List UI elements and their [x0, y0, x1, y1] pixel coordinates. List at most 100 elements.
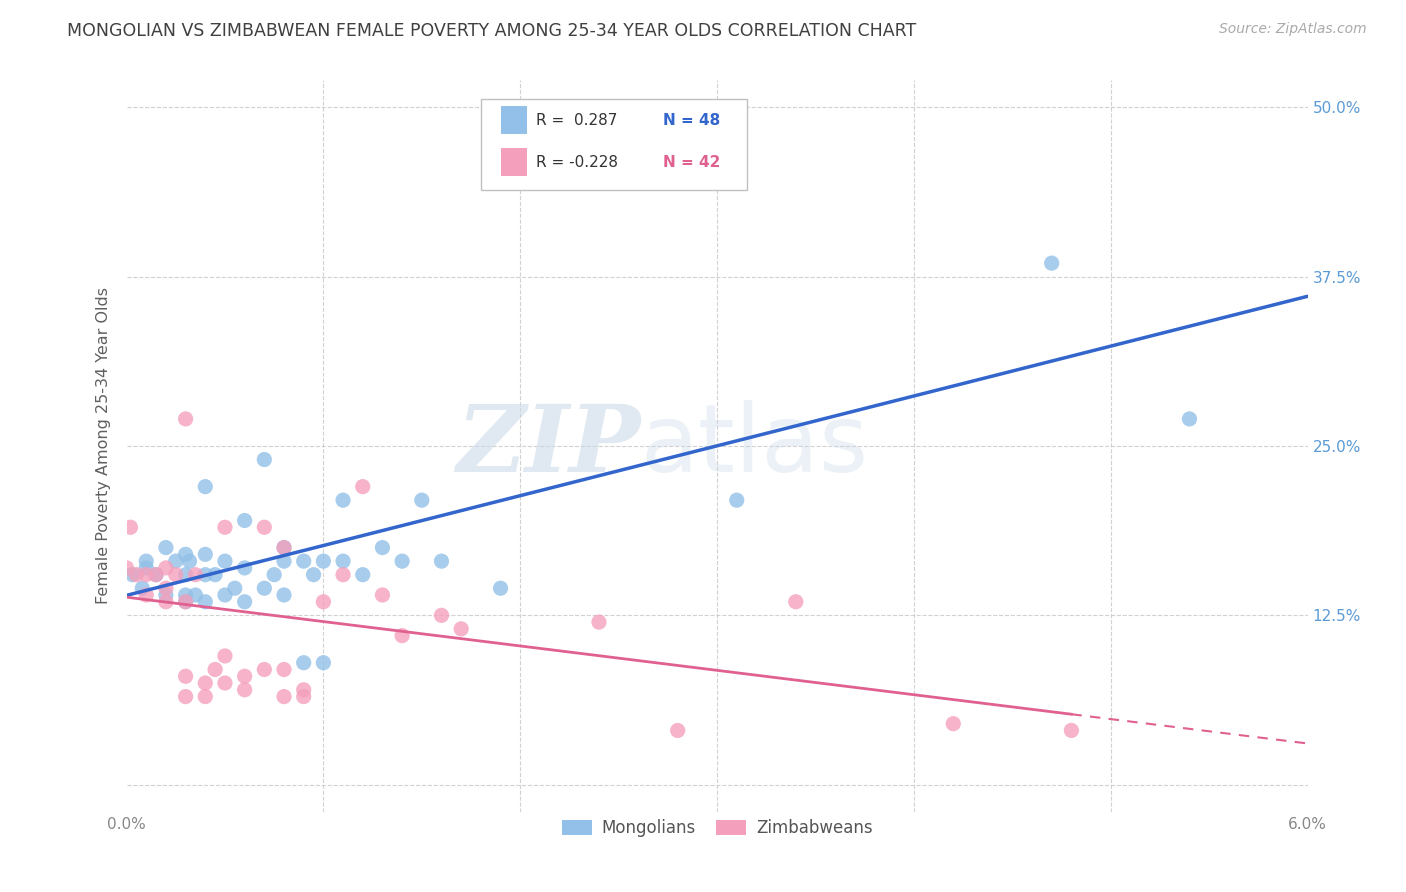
- Point: [430, 554, 453, 568]
- Point: [233, 561, 256, 575]
- Point: [233, 514, 256, 528]
- Point: [332, 567, 354, 582]
- Point: [174, 567, 197, 582]
- Point: [204, 663, 226, 677]
- Point: [263, 567, 285, 582]
- Point: [391, 554, 413, 568]
- Point: [174, 595, 197, 609]
- Point: [253, 520, 276, 534]
- Point: [489, 581, 512, 595]
- Point: [194, 567, 217, 582]
- Point: [165, 554, 187, 568]
- Point: [135, 554, 157, 568]
- Point: [371, 588, 394, 602]
- Point: [115, 561, 138, 575]
- Point: [135, 567, 157, 582]
- Text: N = 42: N = 42: [662, 155, 720, 169]
- Point: [174, 690, 197, 704]
- Text: R = -0.228: R = -0.228: [536, 155, 619, 169]
- Point: [302, 567, 325, 582]
- Point: [312, 554, 335, 568]
- Point: [174, 412, 197, 426]
- Text: N = 48: N = 48: [662, 112, 720, 128]
- Point: [1040, 256, 1063, 270]
- Point: [135, 561, 157, 575]
- Point: [273, 541, 295, 555]
- Point: [174, 595, 197, 609]
- Point: [204, 567, 226, 582]
- Point: [411, 493, 433, 508]
- Legend: Mongolians, Zimbabweans: Mongolians, Zimbabweans: [555, 813, 879, 844]
- Text: ZIP: ZIP: [456, 401, 640, 491]
- Point: [214, 676, 236, 690]
- Point: [725, 493, 748, 508]
- Point: [292, 690, 315, 704]
- Point: [588, 615, 610, 629]
- Point: [352, 480, 374, 494]
- Text: R =  0.287: R = 0.287: [536, 112, 617, 128]
- Point: [194, 676, 217, 690]
- Point: [179, 554, 201, 568]
- Point: [194, 547, 217, 561]
- Point: [332, 493, 354, 508]
- Point: [233, 669, 256, 683]
- Point: [155, 581, 177, 595]
- Point: [273, 690, 295, 704]
- Point: [174, 588, 197, 602]
- Point: [352, 567, 374, 582]
- Point: [1060, 723, 1083, 738]
- Point: [214, 588, 236, 602]
- Point: [785, 595, 807, 609]
- Text: MONGOLIAN VS ZIMBABWEAN FEMALE POVERTY AMONG 25-34 YEAR OLDS CORRELATION CHART: MONGOLIAN VS ZIMBABWEAN FEMALE POVERTY A…: [67, 22, 917, 40]
- Point: [174, 669, 197, 683]
- Point: [391, 629, 413, 643]
- Point: [174, 547, 197, 561]
- Point: [224, 581, 246, 595]
- Point: [430, 608, 453, 623]
- Point: [135, 588, 157, 602]
- FancyBboxPatch shape: [501, 106, 527, 134]
- Point: [155, 541, 177, 555]
- Point: [214, 554, 236, 568]
- Point: [666, 723, 689, 738]
- Point: [273, 588, 295, 602]
- Point: [184, 567, 207, 582]
- FancyBboxPatch shape: [501, 148, 527, 177]
- Point: [312, 595, 335, 609]
- Text: atlas: atlas: [640, 400, 869, 492]
- Point: [233, 682, 256, 697]
- Point: [233, 595, 256, 609]
- Point: [273, 541, 295, 555]
- Point: [292, 682, 315, 697]
- Point: [450, 622, 472, 636]
- Point: [125, 567, 148, 582]
- Point: [145, 567, 167, 582]
- Point: [253, 452, 276, 467]
- Point: [121, 567, 143, 582]
- Point: [194, 595, 217, 609]
- Point: [588, 154, 610, 169]
- Text: Source: ZipAtlas.com: Source: ZipAtlas.com: [1219, 22, 1367, 37]
- Point: [155, 588, 177, 602]
- Point: [194, 690, 217, 704]
- Point: [273, 554, 295, 568]
- Point: [184, 588, 207, 602]
- Point: [214, 648, 236, 663]
- Point: [942, 716, 965, 731]
- Point: [253, 581, 276, 595]
- Point: [292, 554, 315, 568]
- Point: [253, 663, 276, 677]
- Point: [120, 520, 142, 534]
- Point: [312, 656, 335, 670]
- Point: [371, 541, 394, 555]
- Point: [273, 663, 295, 677]
- Point: [194, 480, 217, 494]
- Point: [332, 554, 354, 568]
- Point: [1178, 412, 1201, 426]
- Point: [145, 567, 167, 582]
- Point: [214, 520, 236, 534]
- Point: [155, 595, 177, 609]
- Y-axis label: Female Poverty Among 25-34 Year Olds: Female Poverty Among 25-34 Year Olds: [96, 287, 111, 605]
- Point: [131, 581, 153, 595]
- Point: [165, 567, 187, 582]
